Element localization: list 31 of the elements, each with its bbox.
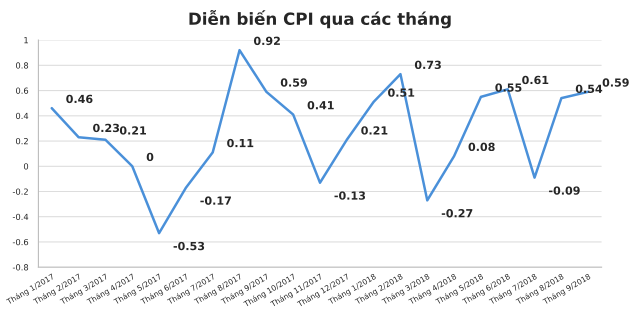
- y-tick-label: 0.4: [16, 112, 28, 120]
- data-label: 0.55: [495, 83, 522, 92]
- y-tick-label: 0.2: [16, 138, 28, 144]
- data-label: 0.73: [414, 60, 441, 70]
- data-label: 0.59: [602, 78, 629, 87]
- data-label: 0.92: [254, 36, 280, 46]
- data-label: -0.17: [200, 196, 231, 205]
- data-label: 0.46: [66, 94, 93, 104]
- y-tick-label: -0.6: [12, 238, 28, 246]
- data-label: 0.11: [227, 138, 254, 148]
- y-tick-label: -0.4: [12, 214, 28, 220]
- data-label: 0.61: [522, 76, 548, 84]
- y-tick-label: 0: [24, 163, 28, 170]
- data-label: -0.13: [334, 191, 366, 200]
- data-label: -0.53: [174, 242, 204, 250]
- data-label: 0.54: [576, 84, 602, 94]
- y-tick-label: -0.8: [12, 264, 28, 270]
- data-label: -0.27: [442, 209, 472, 218]
- data-label: -0.09: [549, 186, 580, 195]
- data-label: 0.21: [120, 126, 146, 135]
- data-label: 0.59: [280, 78, 307, 87]
- chart-title: Diễn biến CPI qua các tháng: [189, 10, 451, 28]
- data-label: 0.41: [308, 101, 334, 110]
- y-tick-label: 1: [24, 37, 28, 44]
- data-label: 0.23: [93, 124, 120, 132]
- y-tick-label: -0.2: [12, 188, 28, 195]
- data-label: 0.21: [361, 126, 388, 135]
- data-label: 0: [146, 152, 154, 162]
- y-tick-label: 0.6: [16, 88, 28, 94]
- y-tick-label: 0.8: [16, 62, 28, 69]
- data-label: 0.08: [468, 142, 495, 152]
